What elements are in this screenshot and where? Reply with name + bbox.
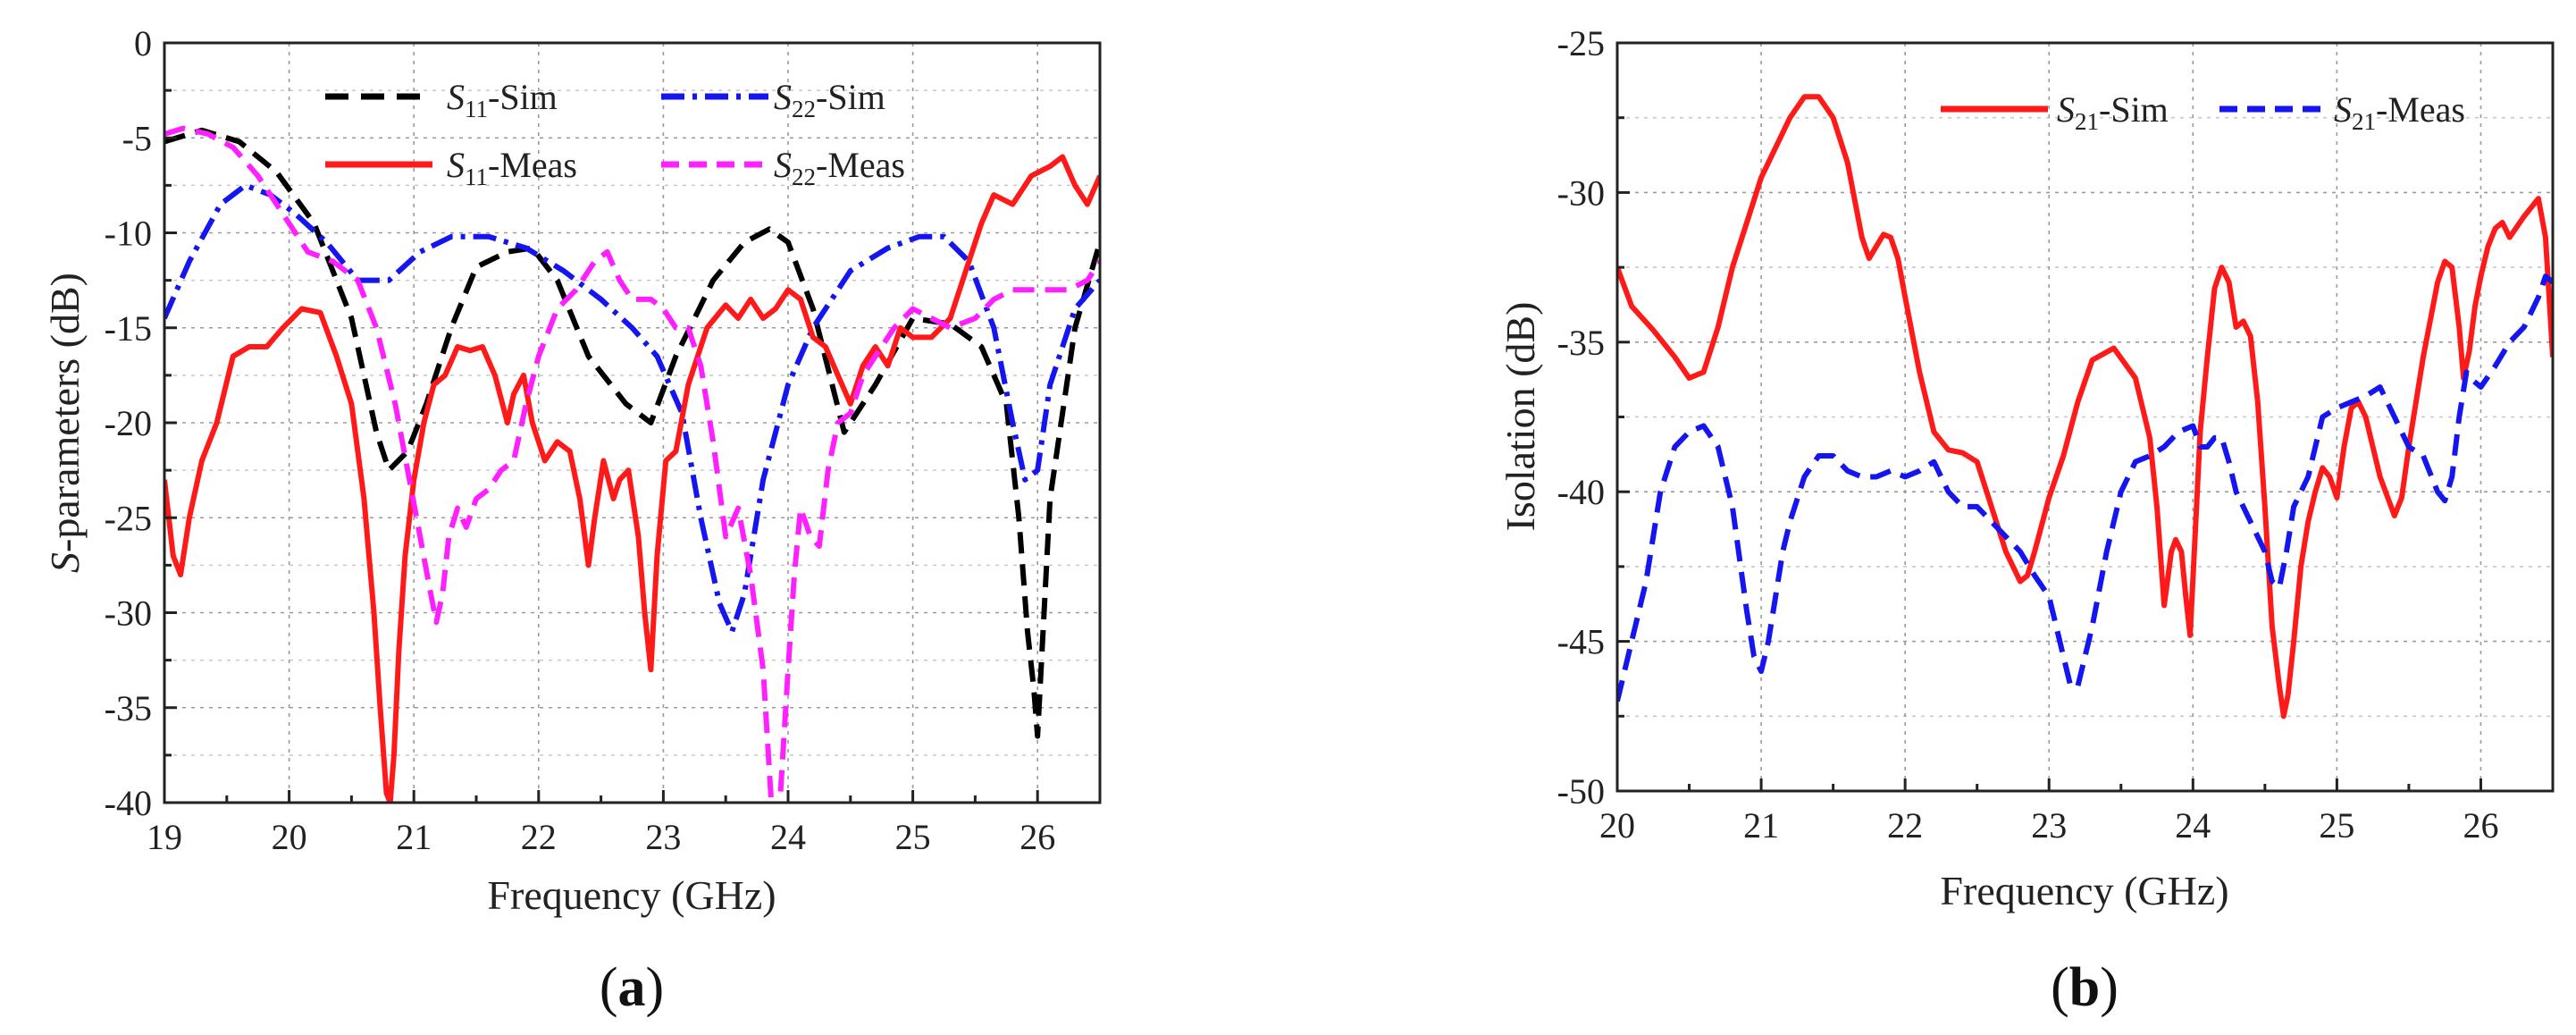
y-tick-label: -25 (105, 498, 152, 538)
series-b (1617, 94, 2553, 719)
y-tick-label: 0 (134, 23, 152, 63)
x-tick-label: 21 (1743, 805, 1779, 846)
axis-ticks-b: 20 21 22 23 24 25 26 -25 -30 -35 -40 -45 -50 (1557, 23, 2555, 846)
legend-label-s21-sim: S21-Sim (2057, 89, 2169, 135)
y-tick-label: -45 (1557, 622, 1605, 662)
axis-ticks-a: 19 20 21 22 23 24 25 26 0 -5 -10 -15 -20 -25 -30 -35 -40 (105, 23, 1102, 857)
legend-label-s11-sim: S11-Sim (447, 77, 558, 122)
series-s22-meas (164, 125, 1100, 803)
legend-a: S11-Sim S22-Sim S11-Meas S22-Meas (325, 77, 905, 190)
x-axis-title-b: Frequency (GHz) (1940, 868, 2228, 913)
plot-frame-b (1615, 41, 2555, 793)
series-s11-meas (164, 154, 1100, 803)
y-axis-title-a-symbol: S (42, 552, 88, 573)
series-s22-sim (164, 182, 1100, 635)
y-axis-title-b: Isolation (dB) (1498, 302, 1543, 532)
x-tick-label: 20 (272, 817, 307, 857)
x-tick-label: 22 (521, 817, 557, 857)
series-s11-sim (164, 127, 1100, 739)
x-tick-label: 20 (1599, 805, 1635, 846)
series-a (164, 125, 1100, 803)
legend-label-s22-meas: S22-Meas (774, 145, 905, 190)
y-tick-label: -40 (105, 783, 152, 823)
x-tick-label: 26 (2463, 805, 2498, 846)
y-tick-label: -10 (105, 214, 152, 254)
legend-label-s11-meas: S11-Meas (447, 145, 577, 190)
y-tick-label: -20 (105, 403, 152, 443)
x-tick-label: 24 (2175, 805, 2211, 846)
x-tick-label: 23 (645, 817, 681, 857)
chart-panel-b: 20 21 22 23 24 25 26 -25 -30 -35 -40 -45 -50 Frequen… (1498, 23, 2555, 1018)
y-tick-label: -25 (1557, 23, 1605, 63)
y-tick-label: -35 (1557, 323, 1605, 363)
x-tick-label: 25 (895, 817, 931, 857)
panel-caption-b: (b) (2051, 957, 2119, 1018)
legend-label-s21-meas: S21-Meas (2334, 89, 2465, 135)
y-tick-label: -35 (105, 688, 152, 728)
x-tick-label: 19 (147, 817, 182, 857)
chart-panel-a: 19 20 21 22 23 24 25 26 0 -5 -10 -15 -20 -25 -30 -35 -40… (42, 23, 1102, 1018)
y-tick-label: -5 (122, 118, 152, 158)
x-tick-label: 26 (1019, 817, 1055, 857)
x-tick-label: 21 (396, 817, 432, 857)
series-s21-sim (1617, 94, 2553, 719)
plot-frame-a (163, 41, 1102, 804)
x-tick-label: 22 (1887, 805, 1923, 846)
x-tick-label: 25 (2319, 805, 2354, 846)
legend-label-s22-sim: S22-Sim (774, 77, 885, 122)
y-tick-label: -40 (1557, 472, 1605, 512)
y-tick-label: -50 (1557, 771, 1605, 812)
legend-b: S21-Sim S21-Meas (1941, 89, 2465, 135)
y-tick-label: -30 (1557, 172, 1605, 213)
grid-a (164, 43, 1100, 803)
x-tick-label: 24 (770, 817, 806, 857)
panel-caption-a: (a) (600, 957, 664, 1018)
y-tick-label: -15 (105, 308, 152, 349)
x-tick-label: 23 (2031, 805, 2067, 846)
series-s21-meas (1617, 273, 2553, 703)
x-axis-title-a: Frequency (GHz) (487, 872, 776, 918)
y-axis-title-a: S-parameters (dB) (42, 273, 88, 573)
y-tick-label: -30 (105, 593, 152, 634)
y-axis-title-a-rest: -parameters (dB) (42, 273, 88, 552)
